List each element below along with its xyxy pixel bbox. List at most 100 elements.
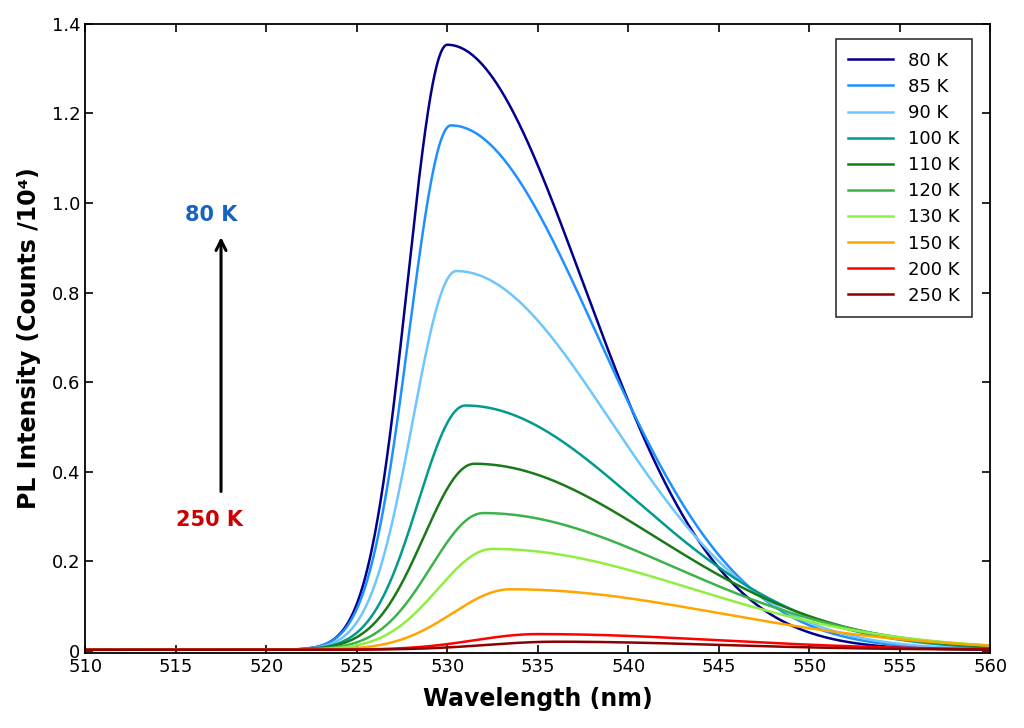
200 K [182,646,195,654]
Text: 250 K: 250 K [176,510,243,530]
200 K [531,630,544,638]
110 K [869,630,882,638]
130 K [967,640,979,649]
110 K [465,459,477,468]
250 K [426,644,438,652]
80 K [984,645,996,654]
Line: 110 K: 110 K [85,464,990,650]
85 K [466,127,478,135]
120 K [967,641,979,649]
Line: 150 K: 150 K [85,589,990,650]
90 K [451,266,463,275]
80 K [441,40,454,49]
250 K [237,646,249,654]
200 K [237,646,249,654]
80 K [426,82,438,90]
110 K [468,459,480,468]
Line: 80 K: 80 K [85,44,990,650]
Line: 120 K: 120 K [85,513,990,650]
120 K [477,509,489,518]
130 K [869,630,882,638]
80 K [466,50,478,59]
130 K [182,646,195,654]
110 K [237,646,249,654]
80 K [182,646,195,654]
200 K [869,643,882,652]
250 K [465,641,477,650]
Legend: 80 K, 85 K, 90 K, 100 K, 110 K, 120 K, 130 K, 150 K, 200 K, 250 K: 80 K, 85 K, 90 K, 100 K, 110 K, 120 K, 1… [836,39,972,317]
90 K [869,636,882,645]
100 K [237,646,249,654]
90 K [79,646,91,654]
250 K [79,646,91,654]
80 K [967,645,979,654]
85 K [426,171,438,180]
120 K [465,513,477,521]
80 K [869,641,882,650]
90 K [466,269,478,277]
150 K [426,621,438,630]
Line: 130 K: 130 K [85,549,990,650]
150 K [869,633,882,641]
150 K [237,646,249,654]
85 K [79,646,91,654]
120 K [237,646,249,654]
90 K [984,644,996,653]
90 K [182,646,195,654]
120 K [984,641,996,650]
90 K [967,644,979,653]
100 K [426,454,438,463]
130 K [426,591,438,600]
Line: 200 K: 200 K [85,634,990,650]
250 K [550,637,562,646]
85 K [984,645,996,654]
100 K [967,642,979,651]
85 K [237,646,249,654]
85 K [869,638,882,647]
120 K [79,646,91,654]
250 K [869,644,882,653]
110 K [984,642,996,651]
85 K [182,646,195,654]
80 K [237,646,249,654]
250 K [182,646,195,654]
90 K [426,320,438,329]
85 K [967,644,979,653]
110 K [182,646,195,654]
200 K [967,644,979,653]
150 K [465,597,477,606]
100 K [79,646,91,654]
X-axis label: Wavelength (nm): Wavelength (nm) [423,687,652,711]
110 K [426,514,438,523]
130 K [237,646,249,654]
150 K [967,640,979,649]
100 K [182,646,195,654]
100 K [869,631,882,640]
250 K [984,645,996,654]
Text: 80 K: 80 K [184,205,238,225]
130 K [79,646,91,654]
100 K [466,401,478,410]
120 K [426,561,438,569]
Line: 250 K: 250 K [85,641,990,650]
100 K [984,643,996,652]
120 K [182,646,195,654]
150 K [79,646,91,654]
200 K [465,636,477,645]
110 K [967,641,979,650]
130 K [984,641,996,649]
90 K [237,646,249,654]
150 K [182,646,195,654]
130 K [486,545,499,553]
Line: 85 K: 85 K [85,125,990,650]
120 K [869,629,882,638]
Line: 90 K: 90 K [85,271,990,650]
85 K [444,121,457,130]
110 K [79,646,91,654]
250 K [967,645,979,654]
Y-axis label: PL Intensity (Counts /10⁴): PL Intensity (Counts /10⁴) [16,167,41,510]
200 K [79,646,91,654]
130 K [465,552,477,561]
Line: 100 K: 100 K [85,405,990,650]
100 K [460,401,472,410]
